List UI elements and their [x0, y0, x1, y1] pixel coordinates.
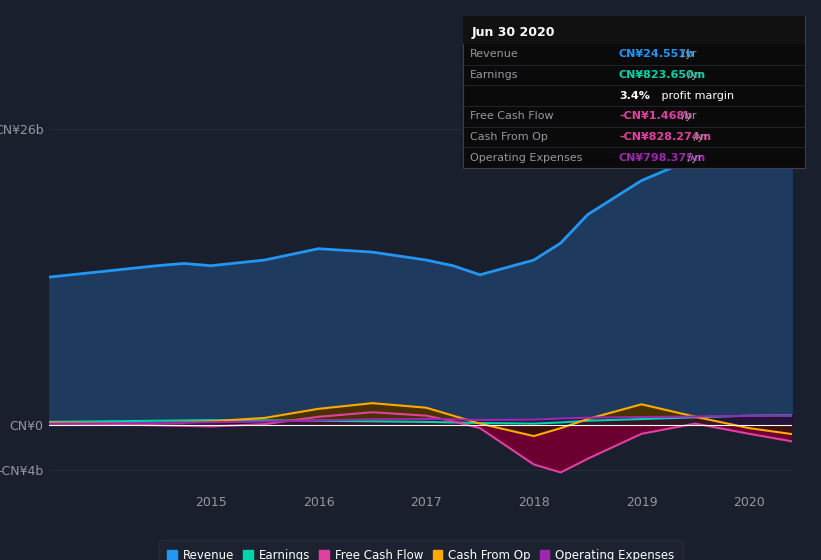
Text: CN¥798.375m: CN¥798.375m	[619, 153, 706, 162]
Legend: Revenue, Earnings, Free Cash Flow, Cash From Op, Operating Expenses: Revenue, Earnings, Free Cash Flow, Cash …	[158, 540, 683, 560]
Text: profit margin: profit margin	[658, 91, 735, 101]
Text: Free Cash Flow: Free Cash Flow	[470, 111, 553, 122]
Text: CN¥24.551b: CN¥24.551b	[619, 49, 695, 59]
Text: -CN¥828.274m: -CN¥828.274m	[619, 132, 711, 142]
Text: 3.4%: 3.4%	[619, 91, 650, 101]
Text: Revenue: Revenue	[470, 49, 518, 59]
Text: /yr: /yr	[690, 132, 709, 142]
Text: /yr: /yr	[684, 70, 703, 80]
Text: Operating Expenses: Operating Expenses	[470, 153, 582, 162]
Text: /yr: /yr	[678, 49, 696, 59]
Text: Jun 30 2020: Jun 30 2020	[471, 26, 555, 39]
Text: -CN¥1.468b: -CN¥1.468b	[619, 111, 692, 122]
Text: /yr: /yr	[684, 153, 703, 162]
Text: CN¥823.650m: CN¥823.650m	[619, 70, 706, 80]
Text: /yr: /yr	[678, 111, 696, 122]
Text: Cash From Op: Cash From Op	[470, 132, 548, 142]
Text: Earnings: Earnings	[470, 70, 518, 80]
